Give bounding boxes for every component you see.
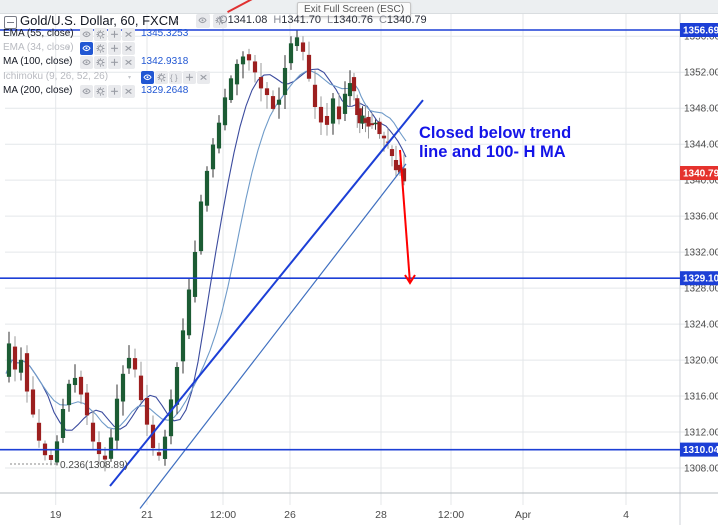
svg-text:19: 19 (50, 509, 62, 521)
svg-text:1329.10: 1329.10 (683, 274, 718, 285)
svg-text:26: 26 (284, 509, 296, 521)
svg-text:1320.00: 1320.00 (684, 356, 718, 367)
svg-text:1316.00: 1316.00 (684, 392, 718, 403)
svg-text:1332.00: 1332.00 (684, 248, 718, 259)
svg-text:21: 21 (141, 509, 153, 521)
svg-text:1352.00: 1352.00 (684, 68, 718, 79)
svg-text:1348.00: 1348.00 (684, 104, 718, 115)
svg-text:1336.00: 1336.00 (684, 212, 718, 223)
svg-text:Closed below trend: Closed below trend (419, 124, 571, 142)
svg-text:1344.00: 1344.00 (684, 140, 718, 151)
svg-text:line and 100- H MA: line and 100- H MA (419, 143, 566, 161)
svg-text:28: 28 (375, 509, 387, 521)
svg-text:Apr: Apr (515, 509, 532, 521)
svg-text:12:00: 12:00 (210, 509, 236, 521)
svg-text:1324.00: 1324.00 (684, 320, 718, 331)
svg-text:{ }: { } (170, 73, 178, 82)
svg-text:0.236(1308.89): 0.236(1308.89) (60, 460, 128, 471)
svg-text:1310.04: 1310.04 (683, 445, 718, 456)
svg-text:1312.00: 1312.00 (684, 428, 718, 439)
svg-text:4: 4 (623, 509, 629, 521)
svg-text:12:00: 12:00 (438, 509, 464, 521)
svg-text:1340.79: 1340.79 (683, 169, 718, 180)
svg-text:1328.00: 1328.00 (684, 284, 718, 295)
svg-text:1308.00: 1308.00 (684, 464, 718, 475)
